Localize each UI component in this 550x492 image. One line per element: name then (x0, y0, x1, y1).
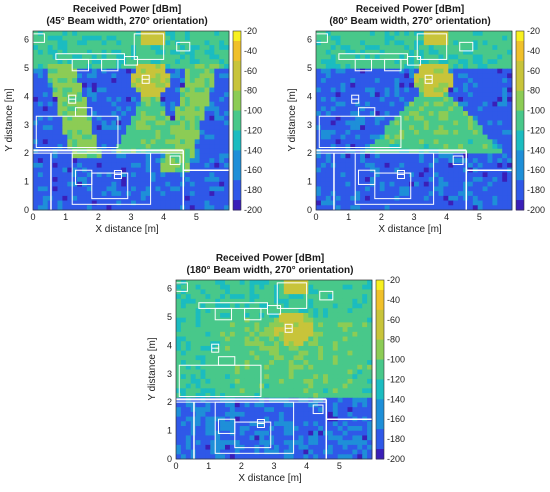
colorbar-tick-label: -120 (387, 374, 405, 384)
x-tick-label: 0 (313, 212, 318, 222)
x-tick-label: 2 (379, 212, 384, 222)
x-tick-label: 5 (477, 212, 482, 222)
colorbar-tick-label: -160 (387, 414, 405, 424)
y-axis-ticks: 0 1 2 3 4 5 6 (24, 35, 29, 215)
x-tick-label: 1 (206, 461, 211, 471)
y-axis-label: Y distance [m] (4, 88, 15, 151)
colorbar-tick-label: -200 (527, 205, 545, 215)
colorbar-tick-label: -80 (387, 335, 400, 345)
y-tick-label: 5 (24, 63, 29, 73)
y-tick-label: 1 (24, 177, 29, 187)
heatmap-chart-45: Received Power [dBm] (45° Beam width, 27… (4, 4, 262, 235)
x-axis-label: X distance [m] (238, 473, 302, 484)
x-tick-label: 3 (271, 461, 276, 471)
y-tick-label: 2 (307, 148, 312, 158)
chart-subtitle: (80° Beam width, 270° orientation) (329, 16, 490, 27)
colorbar-tick-label: -140 (387, 394, 405, 404)
colorbar-tick-label: -120 (527, 125, 545, 135)
y-tick-label: 1 (167, 426, 172, 436)
colorbar-tick-label: -100 (244, 106, 262, 116)
colorbar: -20 -40 -60 -80 -100 -120 -140 -160 -180 -200 (375, 275, 405, 464)
y-tick-label: 6 (167, 284, 172, 294)
y-tick-label: 2 (167, 397, 172, 407)
chart-subtitle: (45° Beam width, 270° orientation) (46, 16, 207, 27)
colorbar-tick-label: -40 (387, 295, 400, 305)
y-tick-label: 0 (24, 205, 29, 215)
x-tick-label: 2 (239, 461, 244, 471)
y-tick-label: 0 (167, 454, 172, 464)
y-tick-label: 6 (24, 35, 29, 45)
colorbar-tick-label: -180 (244, 185, 262, 195)
colorbar-tick-label: -140 (244, 145, 262, 155)
colorbar-tick-label: -100 (527, 106, 545, 116)
colorbar-tick-label: -160 (244, 165, 262, 175)
x-tick-label: 1 (63, 212, 68, 222)
heatmap-panel-180: Received Power [dBm] (180° Beam width, 2… (143, 249, 405, 487)
chart-title: Received Power [dBm] (216, 253, 324, 264)
chart-title: Received Power [dBm] (356, 4, 464, 15)
y-axis-label: Y distance [m] (147, 337, 158, 400)
x-tick-label: 4 (161, 212, 166, 222)
colorbar-tick-label: -160 (527, 165, 545, 175)
y-axis-ticks: 0 1 2 3 4 5 6 (307, 35, 312, 215)
colorbar-tick-label: -200 (387, 454, 405, 464)
x-tick-label: 3 (128, 212, 133, 222)
colorbar-tick-label: -60 (244, 66, 257, 76)
colorbar: -20 -40 -60 -80 -100 -120 -140 -160 -180 -200 (515, 26, 545, 215)
colorbar-tick-label: -20 (527, 26, 540, 36)
colorbar-tick-label: -60 (527, 66, 540, 76)
y-tick-label: 4 (167, 340, 172, 350)
colorbar-tick-label: -40 (244, 46, 257, 56)
x-axis-ticks: 0 1 2 3 4 5 (30, 212, 198, 222)
x-tick-label: 4 (444, 212, 449, 222)
x-tick-label: 2 (96, 212, 101, 222)
x-tick-label: 1 (346, 212, 351, 222)
colorbar-tick-label: -180 (527, 185, 545, 195)
y-tick-label: 4 (24, 91, 29, 101)
colorbar-tick-label: -80 (244, 86, 257, 96)
colorbar-tick-label: -60 (387, 315, 400, 325)
chart-subtitle: (180° Beam width, 270° orientation) (187, 265, 354, 276)
y-tick-label: 6 (307, 35, 312, 45)
heatmap-plot-area (175, 279, 373, 460)
y-tick-label: 2 (24, 148, 29, 158)
x-axis-label: X distance [m] (95, 224, 159, 235)
y-tick-label: 1 (307, 177, 312, 187)
x-tick-label: 5 (194, 212, 199, 222)
heatmap-chart-80: Received Power [dBm] (80° Beam width, 27… (287, 4, 545, 235)
x-tick-label: 0 (30, 212, 35, 222)
x-tick-label: 3 (411, 212, 416, 222)
heatmap-panel-80: Received Power [dBm] (80° Beam width, 27… (283, 0, 550, 238)
heatmap-plot-area (315, 30, 513, 211)
x-axis-label: X distance [m] (378, 224, 442, 235)
heatmap-plot-area (32, 30, 230, 211)
y-tick-label: 0 (307, 205, 312, 215)
y-axis-label: Y distance [m] (287, 88, 298, 151)
colorbar-tick-label: -40 (527, 46, 540, 56)
y-tick-label: 5 (167, 312, 172, 322)
y-tick-label: 3 (307, 120, 312, 130)
y-tick-label: 3 (167, 369, 172, 379)
colorbar-tick-label: -20 (244, 26, 257, 36)
x-tick-label: 0 (173, 461, 178, 471)
y-tick-label: 4 (307, 91, 312, 101)
colorbar-tick-label: -180 (387, 434, 405, 444)
colorbar-tick-label: -120 (244, 125, 262, 135)
y-axis-ticks: 0 1 2 3 4 5 6 (167, 284, 172, 464)
colorbar-tick-label: -20 (387, 275, 400, 285)
y-tick-label: 3 (24, 120, 29, 130)
x-axis-ticks: 0 1 2 3 4 5 (313, 212, 481, 222)
heatmap-chart-180: Received Power [dBm] (180° Beam width, 2… (147, 253, 405, 484)
colorbar-tick-label: -100 (387, 355, 405, 365)
x-tick-label: 5 (337, 461, 342, 471)
colorbar: -20 -40 -60 -80 -100 -120 -140 -160 -180 -200 (232, 26, 262, 215)
x-axis-ticks: 0 1 2 3 4 5 (173, 461, 341, 471)
heatmap-panel-45: Received Power [dBm] (45° Beam width, 27… (0, 0, 262, 238)
colorbar-tick-label: -140 (527, 145, 545, 155)
x-tick-label: 4 (304, 461, 309, 471)
y-tick-label: 5 (307, 63, 312, 73)
chart-title: Received Power [dBm] (73, 4, 181, 15)
colorbar-tick-label: -80 (527, 86, 540, 96)
colorbar-tick-label: -200 (244, 205, 262, 215)
